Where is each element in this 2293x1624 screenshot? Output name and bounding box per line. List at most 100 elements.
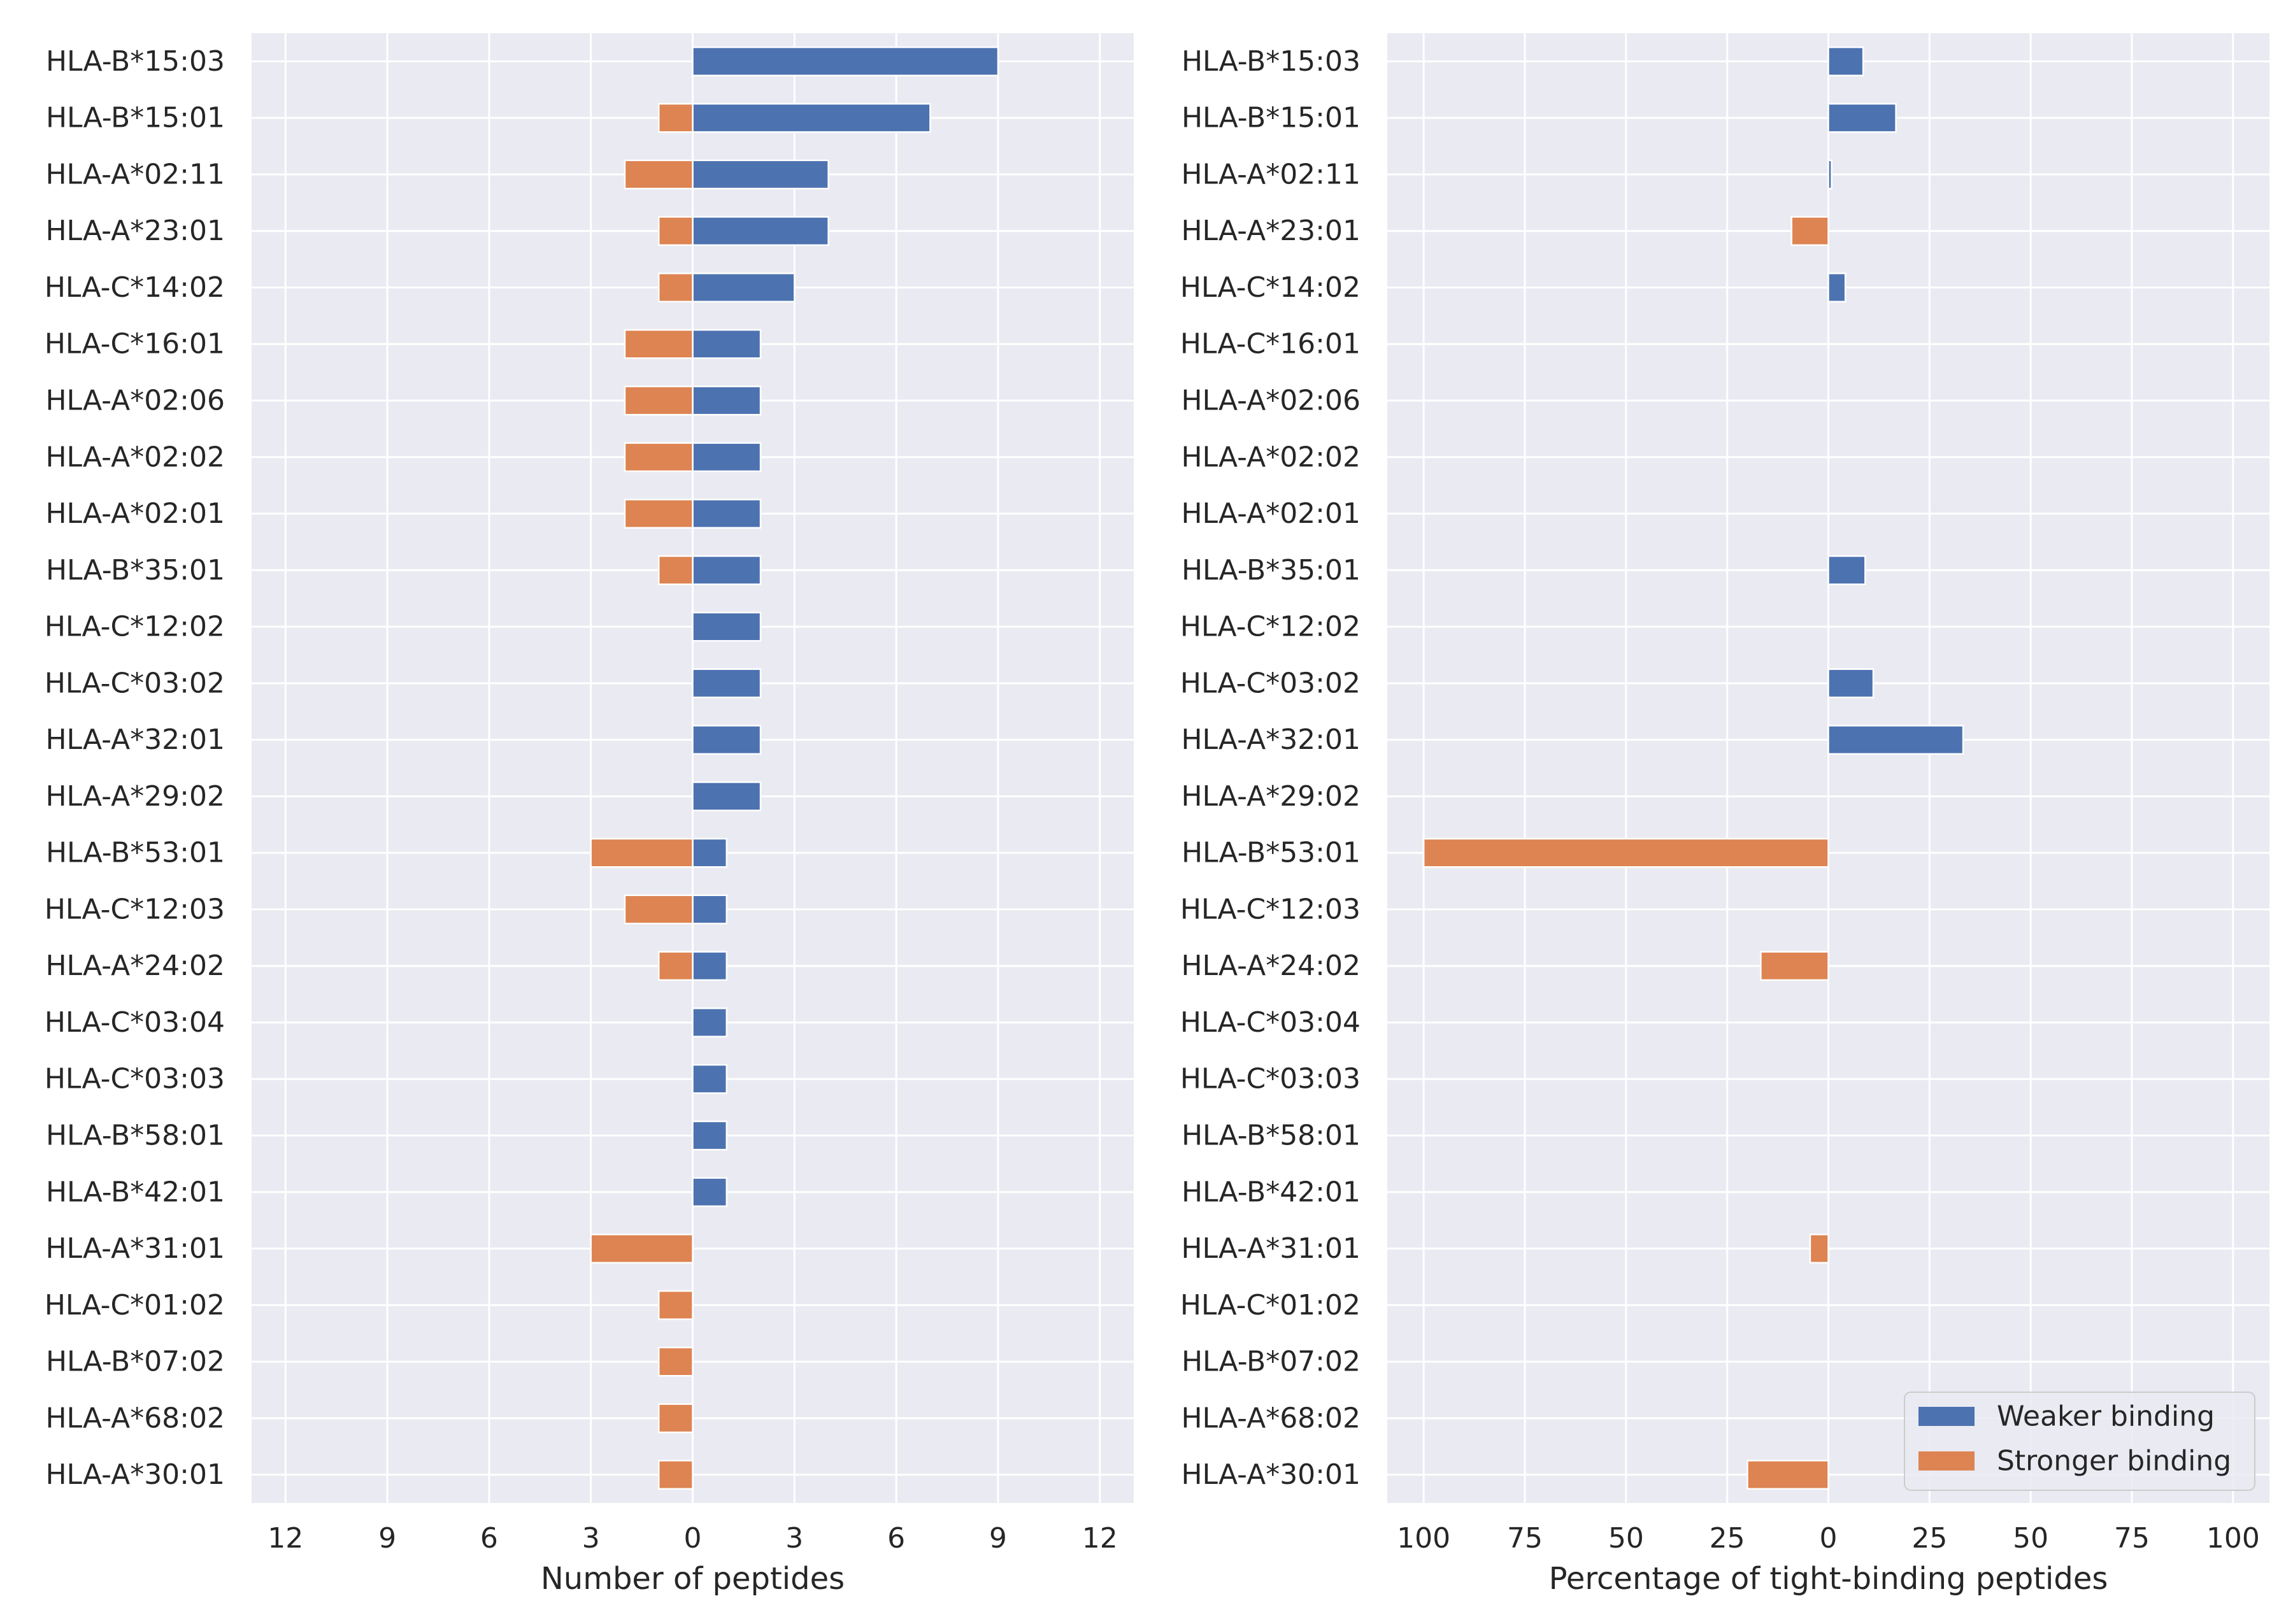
- x-tick-label: 6: [887, 1522, 905, 1555]
- bar-weaker: [692, 725, 762, 755]
- y-tick-label: HLA-A*23:01: [1181, 215, 1361, 247]
- y-tick-label: HLA-A*30:01: [45, 1458, 225, 1491]
- y-tick-label: HLA-A*24:02: [1181, 950, 1361, 982]
- y-tick-label: HLA-C*16:01: [45, 328, 225, 360]
- y-tick-label: HLA-A*24:02: [45, 950, 225, 982]
- bar-stronger: [657, 273, 694, 303]
- y-tick-label: HLA-A*29:02: [45, 780, 225, 813]
- y-tick-label: HLA-A*02:06: [1181, 385, 1361, 417]
- y-tick-label: HLA-B*53:01: [46, 837, 225, 869]
- y-tick-label: HLA-A*30:01: [1181, 1458, 1361, 1491]
- bar-weaker: [692, 385, 762, 416]
- y-tick-label: HLA-A*02:01: [45, 497, 225, 530]
- x-axis-title: Percentage of tight-binding peptides: [1549, 1561, 2108, 1597]
- x-tick-label: 0: [1820, 1522, 1838, 1555]
- y-tick-label: HLA-C*16:01: [1180, 328, 1361, 360]
- x-tick-label: 50: [2013, 1522, 2048, 1555]
- y-tick-label: HLA-B*42:01: [46, 1176, 225, 1208]
- y-tick-label: HLA-A*02:02: [1181, 441, 1361, 473]
- legend-label: Weaker binding: [1997, 1400, 2215, 1433]
- x-tick-label: 9: [378, 1522, 396, 1555]
- bar-stronger: [657, 103, 694, 133]
- bar-weaker: [692, 499, 762, 529]
- y-tick-label: HLA-A*29:02: [1181, 780, 1361, 813]
- x-tick-label: 50: [1608, 1522, 1644, 1555]
- y-tick-label: HLA-C*12:03: [1180, 893, 1361, 925]
- bar-weaker: [692, 273, 796, 303]
- bar-weaker: [1827, 159, 1832, 190]
- y-tick-label: HLA-A*32:01: [45, 723, 225, 756]
- y-tick-label: HLA-C*03:02: [1180, 667, 1361, 699]
- bar-stronger: [657, 1403, 694, 1434]
- y-tick-label: HLA-B*15:01: [1182, 102, 1361, 134]
- y-tick-label: HLA-A*68:02: [1181, 1402, 1361, 1434]
- bar-weaker: [1827, 725, 1964, 755]
- y-tick-label: HLA-B*35:01: [1182, 554, 1361, 587]
- bar-stronger: [624, 159, 694, 190]
- y-tick-label: HLA-B*53:01: [1182, 837, 1361, 869]
- x-tick-label: 100: [2206, 1522, 2260, 1555]
- bar-weaker: [1827, 668, 1875, 699]
- bar-stronger: [1747, 1460, 1829, 1490]
- y-tick-label: HLA-C*01:02: [1180, 1289, 1361, 1321]
- y-tick-label: HLA-C*03:04: [1180, 1006, 1361, 1039]
- y-tick-label: HLA-A*02:01: [1181, 497, 1361, 530]
- y-tick-label: HLA-A*23:01: [45, 215, 225, 247]
- bar-stronger: [657, 555, 694, 585]
- x-tick-label: 9: [989, 1522, 1007, 1555]
- bar-stronger: [657, 951, 694, 981]
- bar-weaker: [692, 668, 762, 699]
- y-tick-label: HLA-B*07:02: [1182, 1346, 1361, 1378]
- y-tick-label: HLA-A*02:11: [1181, 158, 1361, 190]
- bar-stronger: [624, 385, 694, 416]
- y-tick-label: HLA-C*03:04: [45, 1006, 225, 1039]
- y-tick-label: HLA-B*35:01: [46, 554, 225, 587]
- bar-weaker: [692, 46, 999, 76]
- bar-weaker: [1827, 555, 1866, 585]
- bar-stronger: [624, 894, 694, 925]
- y-tick-label: HLA-B*07:02: [46, 1346, 225, 1378]
- bar-weaker: [692, 329, 762, 359]
- bar-weaker: [692, 103, 931, 133]
- x-tick-label: 75: [1507, 1522, 1543, 1555]
- y-tick-label: HLA-A*02:11: [45, 158, 225, 190]
- y-tick-label: HLA-C*03:03: [45, 1063, 225, 1095]
- y-tick-label: HLA-C*14:02: [1180, 271, 1361, 304]
- y-tick-label: HLA-C*01:02: [45, 1289, 225, 1321]
- x-tick-label: 3: [582, 1522, 600, 1555]
- y-tick-label: HLA-B*42:01: [1182, 1176, 1361, 1208]
- bar-stronger: [590, 837, 694, 868]
- y-tick-label: HLA-C*12:03: [45, 893, 225, 925]
- bar-stronger: [624, 499, 694, 529]
- x-tick-label: 12: [1082, 1522, 1118, 1555]
- legend-label: Stronger binding: [1997, 1445, 2231, 1478]
- bar-stronger: [1809, 1234, 1829, 1264]
- bar-weaker: [692, 159, 829, 190]
- bar-stronger: [657, 1460, 694, 1490]
- bar-stronger: [1790, 216, 1829, 246]
- bar-weaker: [1827, 103, 1897, 133]
- x-tick-label: 75: [2114, 1522, 2150, 1555]
- bar-weaker: [692, 216, 829, 246]
- bar-stronger: [657, 216, 694, 246]
- bar-weaker: [692, 837, 728, 868]
- y-tick-label: HLA-A*02:06: [45, 385, 225, 417]
- bar-stronger: [1760, 951, 1829, 981]
- y-tick-label: HLA-C*12:02: [1180, 611, 1361, 643]
- x-tick-label: 0: [684, 1522, 702, 1555]
- bar-stronger: [590, 1234, 694, 1264]
- x-tick-label: 12: [268, 1522, 303, 1555]
- y-tick-label: HLA-C*14:02: [45, 271, 225, 304]
- x-tick-label: 3: [785, 1522, 803, 1555]
- bar-stronger: [1422, 837, 1829, 868]
- bar-weaker: [692, 1177, 728, 1207]
- bar-stronger: [657, 1290, 694, 1320]
- y-tick-label: HLA-B*15:03: [46, 45, 225, 78]
- bar-weaker: [692, 555, 762, 585]
- legend-swatch-weaker: [1918, 1407, 1975, 1426]
- bar-weaker: [1827, 46, 1864, 76]
- y-tick-label: HLA-A*02:02: [45, 441, 225, 473]
- legend-swatch-stronger: [1918, 1451, 1975, 1471]
- y-tick-label: HLA-B*58:01: [46, 1120, 225, 1152]
- y-tick-label: HLA-C*03:03: [1180, 1063, 1361, 1095]
